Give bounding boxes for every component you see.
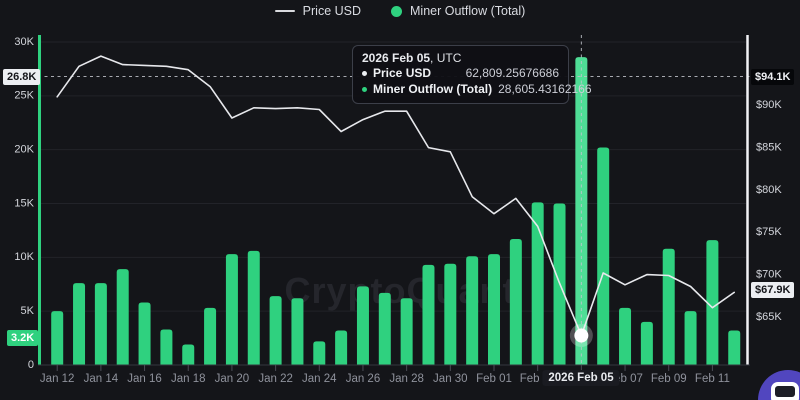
svg-text:Jan 16: Jan 16 [127, 373, 162, 385]
svg-text:10K: 10K [14, 251, 34, 263]
svg-text:25K: 25K [14, 90, 34, 102]
outflow-bar[interactable] [684, 311, 697, 365]
outflow-bar[interactable] [466, 256, 479, 365]
outflow-bar[interactable] [313, 341, 326, 365]
outflow-bar[interactable] [619, 307, 632, 365]
svg-text:0: 0 [28, 359, 34, 371]
right-axis-latest-value-badge: $67.9K [751, 282, 795, 298]
svg-text:Jan 28: Jan 28 [389, 373, 424, 385]
price-line [56, 55, 736, 337]
messenger-chat-icon [771, 382, 799, 400]
outflow-bar[interactable] [422, 264, 435, 365]
outflow-bar[interactable] [225, 254, 238, 365]
outflow-bar[interactable] [509, 239, 522, 365]
tooltip-price-label: Price USD [373, 66, 432, 80]
outflow-bar[interactable] [444, 263, 457, 365]
svg-text:15K: 15K [14, 197, 34, 209]
price-bullet-icon [362, 71, 367, 77]
outflow-bar[interactable] [531, 202, 544, 365]
svg-text:$65K: $65K [756, 311, 782, 323]
x-axis-labels: Jan 12 Jan 14 Jan 16 Jan 18 Jan 20 Jan 22 Jan … [40, 365, 730, 385]
left-axis-labels: 30K 25K 20K 15K 10K 5K 0 [14, 36, 34, 371]
tooltip-row-price: Price USD 62,809.25676686 [362, 66, 559, 82]
tooltip-utc-suffix: , UTC [430, 51, 462, 65]
legend-outflow-label: Miner Outflow (Total) [410, 4, 526, 18]
tooltip-price-value: 62,809.25676686 [465, 66, 559, 80]
price-line-swatch-icon [274, 10, 295, 12]
outflow-bar[interactable] [73, 283, 86, 365]
outflow-bar[interactable] [335, 330, 348, 365]
svg-text:Jan 30: Jan 30 [433, 373, 468, 385]
svg-text:$70K: $70K [756, 269, 782, 281]
legend-item-miner-outflow[interactable]: Miner Outflow (Total) [391, 4, 525, 18]
x-axis-crosshair-badge: 2026 Feb 05 [542, 370, 620, 386]
left-axis-latest-value-badge: 3.2K [7, 330, 39, 346]
legend-item-price[interactable]: Price USD [274, 4, 362, 18]
outflow-bar[interactable] [706, 240, 719, 365]
price-marker-dot [574, 328, 589, 343]
svg-text:$90K: $90K [756, 99, 782, 111]
left-axis-crosshair-badge: 26.8K [3, 69, 41, 85]
outflow-bar[interactable] [488, 254, 500, 365]
outflow-bar[interactable] [356, 286, 369, 365]
outflow-bullet-icon [362, 86, 367, 92]
tooltip-outflow-value: 28,605.43162166 [498, 81, 592, 96]
outflow-bar[interactable] [94, 283, 107, 365]
svg-text:Feb 09: Feb 09 [651, 373, 687, 385]
tooltip-outflow-label: Miner Outflow (Total) [373, 81, 493, 96]
outflow-bar[interactable] [182, 344, 195, 365]
svg-text:Jan 22: Jan 22 [258, 373, 293, 385]
svg-text:Jan 20: Jan 20 [215, 373, 250, 385]
watermark: CryptoQuant [285, 270, 516, 311]
svg-text:5K: 5K [21, 305, 35, 317]
outflow-bar[interactable] [597, 147, 610, 365]
outflow-bars [51, 57, 741, 365]
svg-text:$80K: $80K [756, 184, 782, 196]
outflow-bar[interactable] [400, 298, 413, 365]
outflow-bar[interactable] [640, 321, 653, 365]
right-axis-labels: $90K $85K $80K $75K $70K $65K [756, 99, 782, 323]
outflow-bar[interactable] [160, 329, 173, 365]
legend: Price USD Miner Outflow (Total) [0, 4, 800, 18]
outflow-bar[interactable] [247, 250, 260, 365]
outflow-bar[interactable] [116, 269, 129, 365]
svg-text:Jan 26: Jan 26 [346, 373, 381, 385]
outflow-bar[interactable] [378, 292, 391, 365]
tooltip-date: 2026 Feb 05, UTC [362, 51, 462, 65]
outflow-bar[interactable] [728, 330, 741, 365]
svg-text:$85K: $85K [756, 142, 782, 154]
right-axis-crosshair-badge: $94.1K [751, 69, 795, 85]
outflow-dot-swatch-icon [391, 5, 403, 17]
outflow-bar[interactable] [269, 296, 282, 365]
svg-text:$75K: $75K [756, 226, 782, 238]
svg-text:20K: 20K [14, 144, 34, 156]
chart-tooltip: 2026 Feb 05, UTC Price USD 62,809.256766… [352, 45, 592, 104]
outflow-bar[interactable] [138, 302, 151, 365]
outflow-bar[interactable] [291, 298, 304, 365]
svg-text:Jan 14: Jan 14 [84, 373, 119, 385]
outflow-bar[interactable] [204, 307, 217, 365]
outflow-bar[interactable] [662, 248, 675, 365]
outflow-bar[interactable] [51, 311, 64, 365]
svg-text:Jan 24: Jan 24 [302, 373, 337, 385]
gridlines [40, 41, 746, 312]
svg-text:Jan 12: Jan 12 [40, 373, 75, 385]
svg-text:Feb 11: Feb 11 [695, 373, 730, 385]
tooltip-row-outflow: Miner Outflow (Total) 28,605.43162166 [362, 81, 592, 98]
legend-price-label: Price USD [302, 4, 362, 18]
svg-text:Feb 01: Feb 01 [476, 373, 512, 385]
svg-text:30K: 30K [14, 36, 34, 48]
svg-text:Jan 18: Jan 18 [171, 373, 206, 385]
